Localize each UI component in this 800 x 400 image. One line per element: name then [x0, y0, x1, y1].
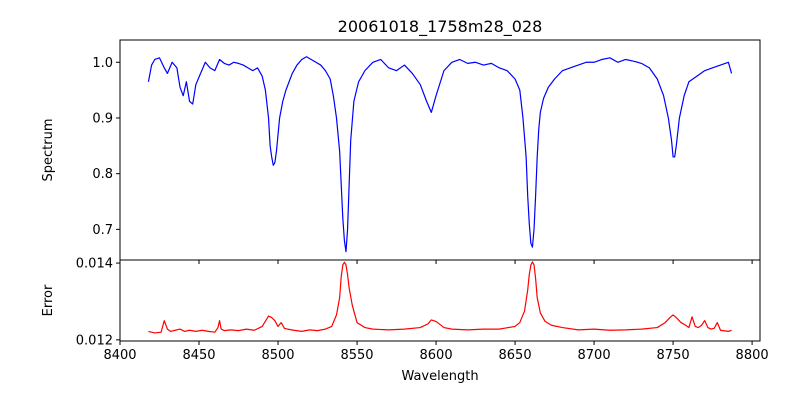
x-tick-label: 8500 [261, 348, 294, 363]
y-axis-label: Error [41, 284, 56, 316]
x-tick-label: 8400 [103, 348, 136, 363]
x-tick-label: 8650 [499, 348, 532, 363]
x-tick-label: 8450 [182, 348, 215, 363]
chart-title: 20061018_1758m28_028 [338, 17, 543, 37]
x-tick-label: 8700 [578, 348, 611, 363]
axes-frame [119, 39, 761, 261]
x-axis-label: Wavelength [401, 369, 478, 384]
y-tick-label: 0.012 [76, 333, 113, 348]
figure-panels: 0.7 0.8 0.9 1.0 Spectrum 20061018_1758m28_028… [41, 17, 769, 384]
spectrum-panel: 0.7 0.8 0.9 1.0 Spectrum 20061018_1758m28_028 [41, 17, 761, 264]
y-tick-label: 0.7 [92, 223, 113, 238]
x-tick-label: 8750 [657, 348, 690, 363]
x-tick-label: 8800 [736, 348, 769, 363]
y-tick-label: 0.8 [92, 167, 113, 182]
error-panel: 8400 8450 8500 8550 8600 8650 8700 8750 8800 0.01… [41, 257, 769, 384]
axes-frame [119, 259, 761, 342]
error-line [148, 261, 732, 334]
x-tick-label: 8550 [340, 348, 373, 363]
x-tick-label: 8600 [420, 348, 453, 363]
y-tick-label: 0.9 [92, 111, 113, 126]
spectrum-line [147, 56, 733, 253]
y-tick-label: 1.0 [92, 56, 113, 71]
y-axis-label: Spectrum [41, 119, 56, 182]
y-tick-label: 0.014 [76, 257, 113, 272]
